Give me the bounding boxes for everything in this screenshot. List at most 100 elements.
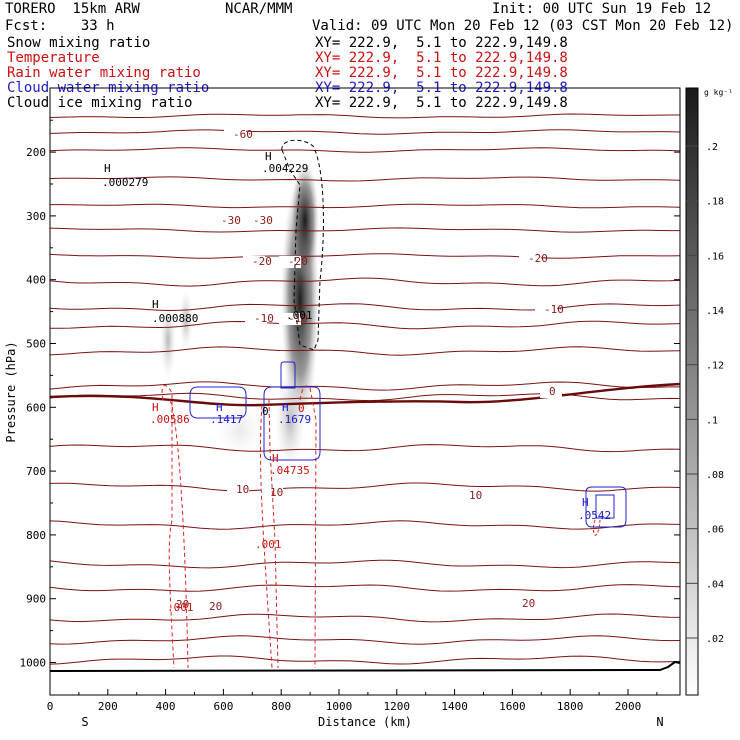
temp-label: 10 — [270, 486, 283, 499]
colorbar — [685, 87, 699, 696]
snow-plume-lower — [275, 370, 305, 470]
extremum-value: .004229 — [262, 162, 308, 175]
x-tick-label: 200 — [98, 700, 118, 713]
field-rain: Rain water mixing ratio — [7, 65, 201, 81]
snow-plume-faint — [215, 400, 265, 460]
temp-label: -30 — [221, 214, 241, 227]
y-tick-label: 500 — [26, 338, 46, 351]
extremum-value: .000880 — [152, 312, 198, 325]
x-tick-label: 600 — [213, 700, 233, 713]
extremum-value: .04735 — [270, 464, 310, 477]
temp-label: -10 — [254, 312, 274, 325]
colorbar-tick-label: .16 — [706, 251, 724, 262]
temp-label-bg — [227, 484, 249, 496]
y-tick-label: 900 — [26, 593, 46, 606]
colorbar-tick-label: .12 — [706, 361, 724, 372]
y-tick-label: 400 — [26, 274, 46, 287]
temp-label: -20 — [528, 252, 548, 265]
temp-label-bg — [279, 313, 301, 325]
rain-contour — [161, 385, 175, 669]
rain-contour — [268, 399, 279, 669]
extremum-mark: H — [582, 496, 589, 509]
temp-label-bg — [167, 599, 189, 611]
colorbar-tick-label: .18 — [706, 197, 724, 208]
temp-label-bg — [540, 386, 562, 398]
y-tick-label: 200 — [26, 146, 46, 159]
temp-label: 10 — [236, 483, 249, 496]
extremum-value: .00586 — [150, 413, 190, 426]
colorbar-unit: g kg⁻¹ — [704, 88, 733, 97]
isotherm-line — [50, 381, 680, 391]
extremum-value: .1679 — [278, 413, 311, 426]
colorbar-tick-label: .14 — [706, 306, 724, 317]
end-label-north: N — [656, 715, 663, 729]
isotherm-line — [50, 320, 680, 330]
temp-label-bg — [224, 129, 246, 141]
temp-label: -20 — [288, 255, 308, 268]
forecast-hour: Fcst: 33 h — [5, 18, 115, 34]
end-label-south: S — [81, 715, 88, 729]
isotherm-line — [50, 203, 680, 209]
temp-label-bg — [244, 215, 266, 227]
temp-label: 10 — [469, 489, 482, 502]
extremum-mark: H — [265, 150, 272, 163]
rain-contour — [299, 385, 311, 401]
temp-label-bg — [519, 253, 541, 265]
x-tick-label: 0 — [47, 700, 54, 713]
rain-contour-north — [592, 519, 601, 536]
contour-label: 0 — [298, 402, 305, 415]
temp-label-bg — [513, 598, 535, 610]
valid-time: Valid: 09 UTC Mon 20 Feb 12 (03 CST Mon … — [312, 18, 734, 34]
extremum-value: .000279 — [102, 176, 148, 189]
xy-cloud-ice: XY= 222.9, 5.1 to 222.9,149.8 — [315, 95, 568, 111]
isotherm-line — [50, 346, 680, 356]
extremum-mark: H — [272, 452, 279, 465]
snow-plume-small-2 — [179, 290, 193, 350]
contour-label: .001 — [167, 601, 194, 614]
temp-label: -10 — [544, 303, 564, 316]
xy-temperature: XY= 222.9, 5.1 to 222.9,149.8 — [315, 50, 568, 66]
temp-label: -10 — [288, 312, 308, 325]
temp-label-bg — [535, 304, 557, 316]
contour-label: .001 — [286, 309, 313, 322]
xy-rain: XY= 222.9, 5.1 to 222.9,149.8 — [315, 65, 568, 81]
field-snow: Snow mixing ratio — [7, 35, 151, 51]
x-tick-label: 400 — [156, 700, 176, 713]
cloud-water-contour — [263, 386, 321, 461]
isotherm-line — [50, 113, 680, 119]
isotherm-line — [50, 482, 680, 492]
isotherm-line — [50, 129, 680, 135]
temp-label-bg — [460, 490, 482, 502]
rain-contour — [309, 387, 317, 669]
colorbar-tick-label: .08 — [706, 470, 724, 481]
isotherm-line — [50, 392, 680, 402]
temp-label-bg — [212, 215, 234, 227]
x-tick-label: 800 — [271, 700, 291, 713]
isotherm-line — [50, 655, 680, 665]
cloud-water-contour — [595, 494, 615, 519]
isotherm-zero-line — [50, 382, 680, 407]
field-cloud-ice: Cloud ice mixing ratio — [7, 95, 193, 111]
colorbar-tick-label: .06 — [706, 525, 724, 536]
temp-label-bg — [245, 313, 267, 325]
center-name: NCAR/MMM — [225, 1, 293, 17]
y-tick-label: 1000 — [20, 657, 47, 670]
isotherm-line — [50, 303, 680, 312]
isotherm-line — [50, 277, 680, 287]
isotherm-line — [50, 584, 680, 592]
cloud-water-contour — [585, 486, 627, 528]
temp-label: 20 — [209, 600, 222, 613]
isotherm-line — [50, 444, 680, 453]
extremum-mark: H — [216, 401, 223, 414]
cloud-water-contour — [189, 386, 247, 419]
colorbar-tick-label: .04 — [706, 579, 724, 590]
surface-line — [50, 660, 680, 672]
x-tick-label: 1400 — [441, 700, 468, 713]
ice-contour — [281, 139, 324, 351]
plot-frame — [49, 87, 681, 696]
rain-contour — [169, 399, 189, 669]
x-tick-label: 1800 — [557, 700, 584, 713]
y-axis-label: Pressure (hPa) — [4, 341, 18, 442]
extremum-mark: H — [152, 401, 159, 414]
